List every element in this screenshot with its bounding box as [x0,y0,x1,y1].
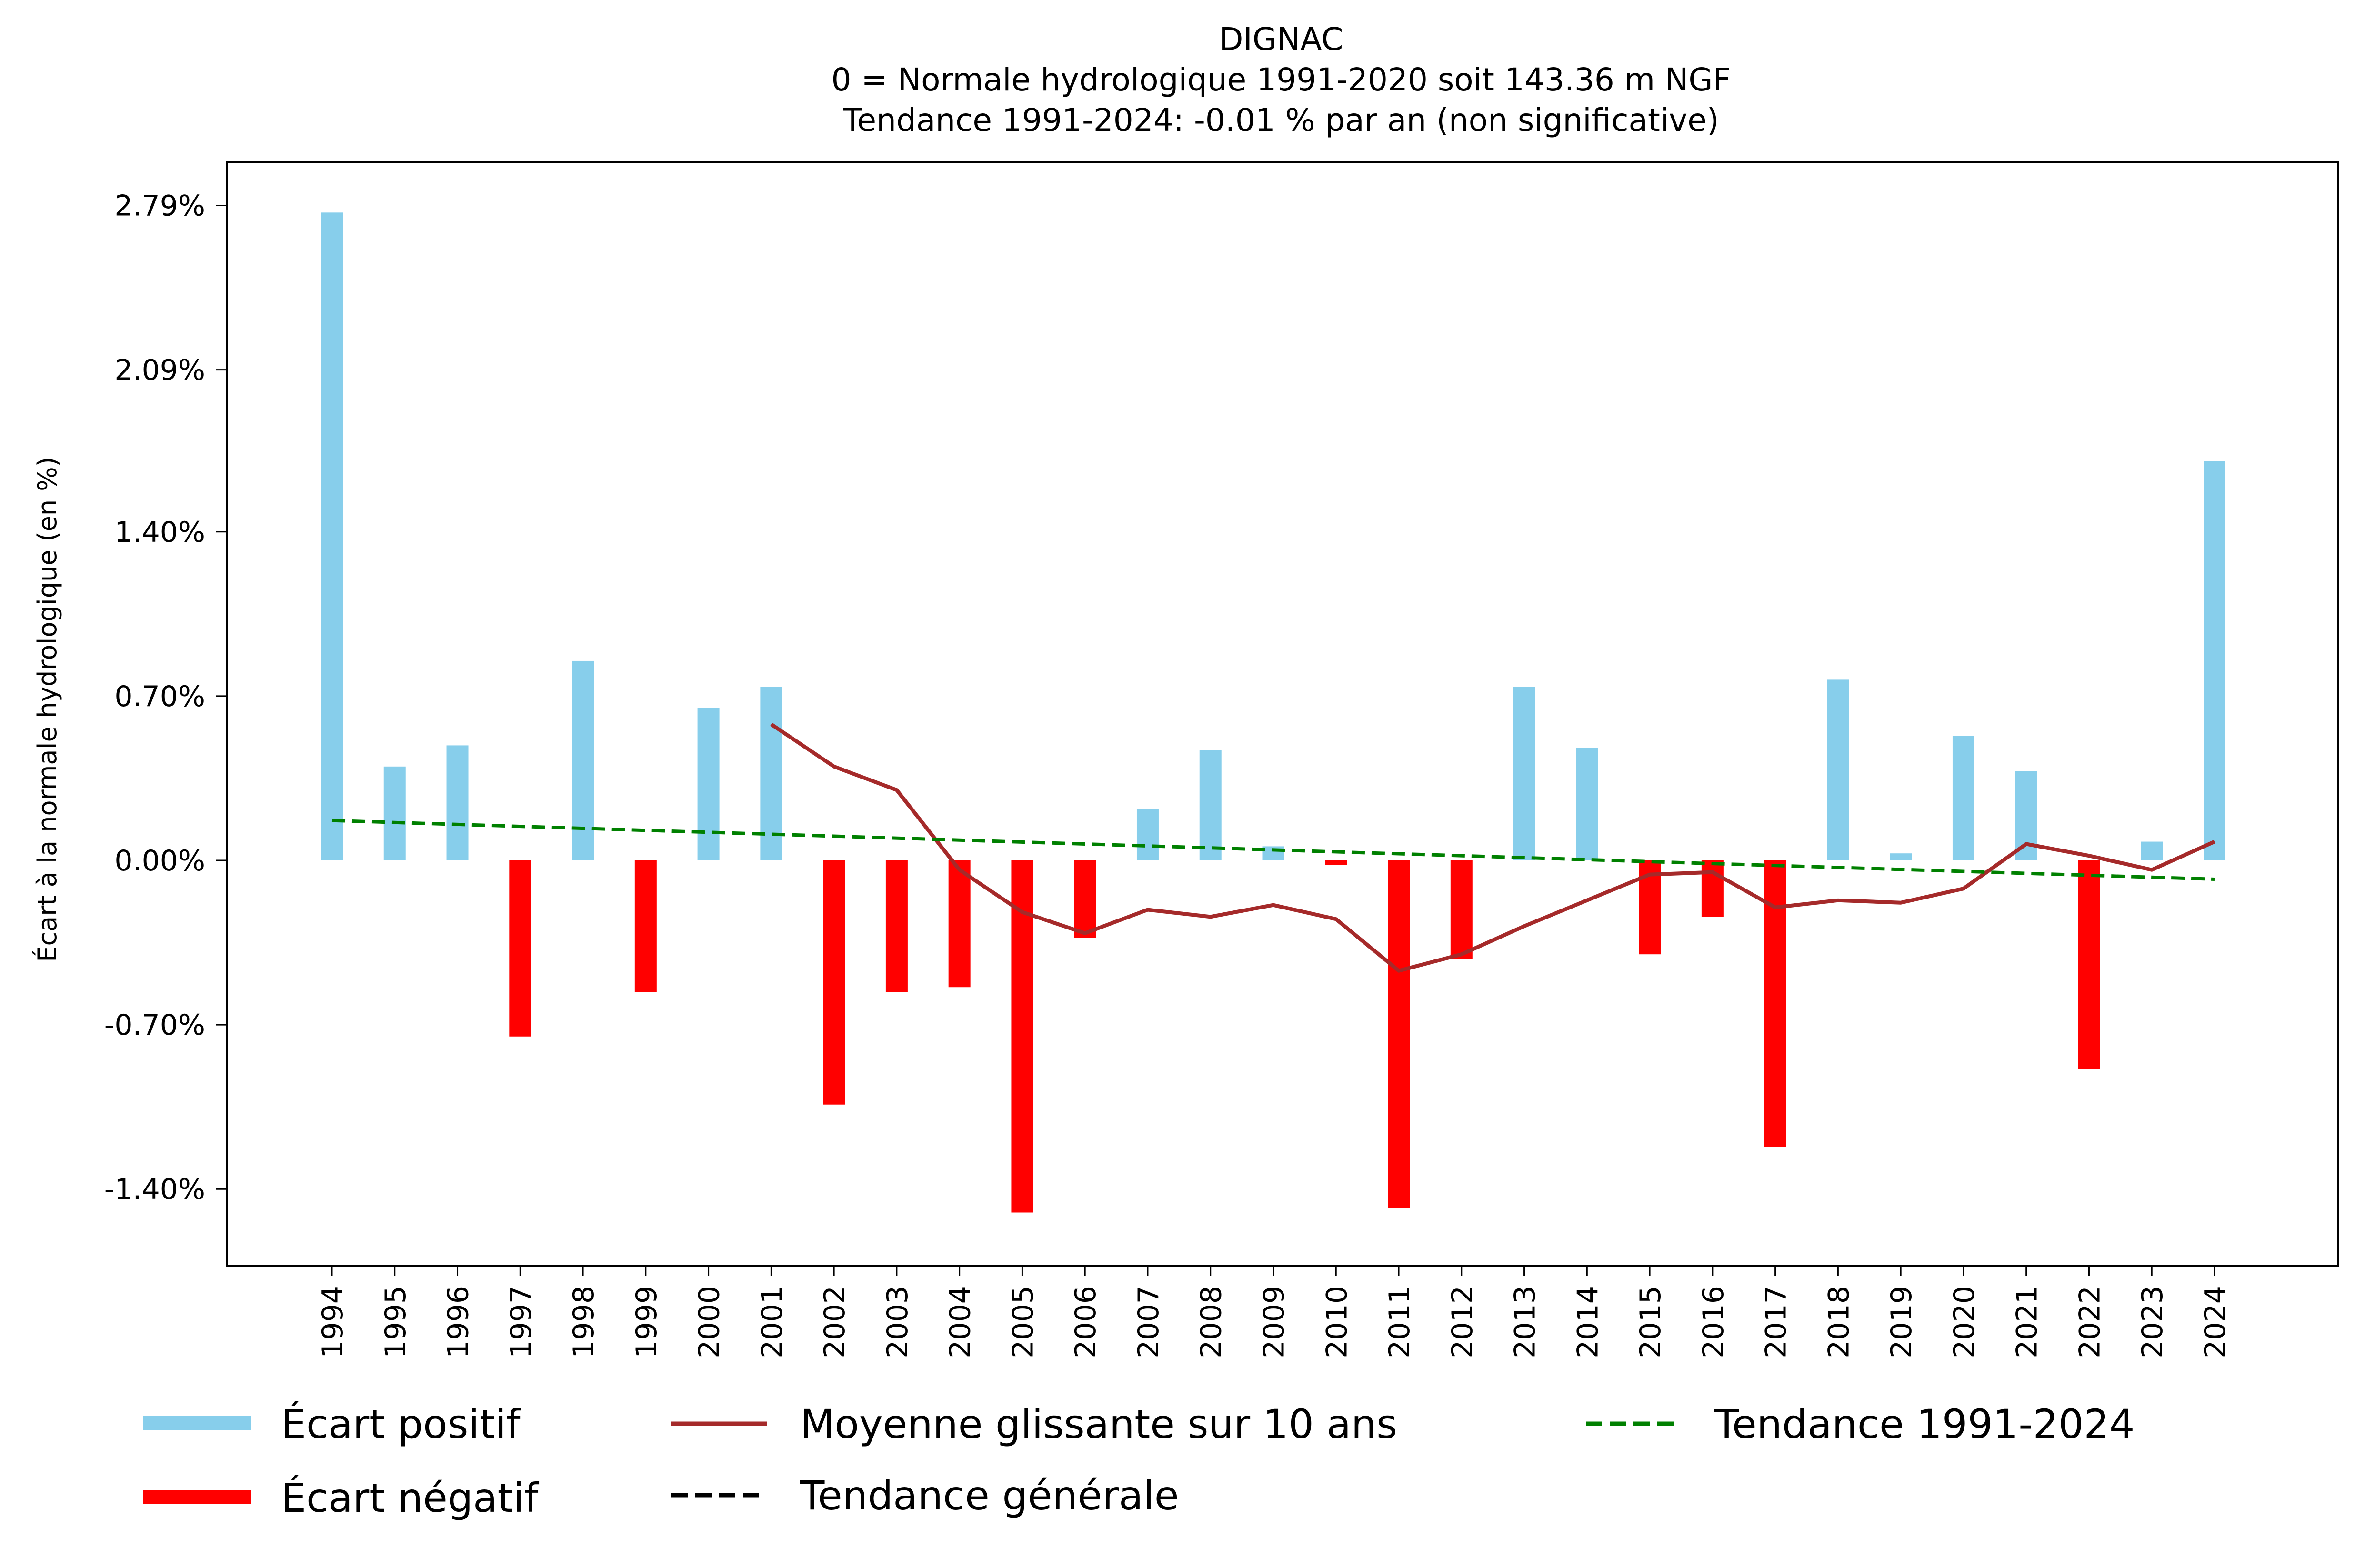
y-tick-label: 2.79% [114,190,205,223]
x-tick-label: 2023 [2136,1286,2169,1358]
y-tick-label: 0.70% [114,680,205,713]
x-tick-label: 2006 [1069,1286,1102,1358]
y-tick-label: 2.09% [114,354,205,387]
bar-positive [760,687,782,860]
y-tick-label: -1.40% [104,1173,205,1206]
x-tick-label: 2022 [2073,1286,2106,1358]
bar-negative [885,860,908,992]
x-tick-label: 1999 [630,1286,663,1358]
y-tick-label: 1.40% [114,516,205,549]
x-tick-label: 2020 [1948,1286,1981,1358]
x-tick-label: 2010 [1320,1286,1353,1358]
bar-negative [1450,860,1473,959]
bar-negative [2078,860,2100,1069]
legend-swatch [143,1490,251,1504]
plot-frame [226,161,2339,1267]
x-tick-label: 1994 [316,1286,350,1358]
y-axis: -1.40% -0.70% 0.00% 0.70% 1.40% 2.09% 2.79% [104,190,227,1206]
y-tick-label: -0.70% [104,1009,205,1042]
bar-negative [948,860,971,988]
legend-swatch [143,1416,251,1430]
y-tick-label: 0.00% [114,844,205,878]
bar-negative [1701,860,1724,917]
bar-positive [383,766,406,860]
bars [321,212,2225,1213]
y-axis-label: Écart à la normale hydrologique (en %) [32,457,62,962]
bar-positive [572,660,594,860]
x-tick-label: 2009 [1258,1286,1291,1358]
x-axis: 1994 1995 1996 1997 1998 1999 2000 2001 2002 2003… [316,1266,2232,1358]
x-tick-label: 1997 [504,1286,538,1358]
bar-negative [1011,860,1033,1213]
bar-positive [2141,841,2163,860]
legend-label: Écart négatif [281,1475,540,1521]
series-lines [331,722,2215,973]
x-tick-label: 2013 [1509,1286,1542,1358]
x-tick-label: 2016 [1697,1286,1730,1358]
legend-label: Tendance 1991-2024 [1714,1401,2135,1448]
bar-positive [446,745,469,860]
x-tick-label: 2018 [1822,1286,1855,1358]
x-tick-label: 1996 [442,1286,475,1358]
x-tick-label: 2007 [1132,1286,1165,1358]
x-tick-label: 2003 [881,1286,914,1358]
chart-trend-subtitle: Tendance 1991-2024: -0.01 % par an (non … [842,102,1719,139]
bar-positive [697,708,720,860]
bar-negative [823,860,845,1105]
chart-subtitle: 0 = Normale hydrologique 1991-2020 soit … [831,61,1731,98]
x-tick-label: 2005 [1006,1286,1040,1358]
bar-negative [1388,860,1410,1208]
bar-negative [509,860,531,1037]
bar-positive [1890,853,1912,860]
x-tick-label: 2017 [1760,1286,1793,1358]
x-tick-label: 1995 [379,1286,412,1358]
bar-positive [1576,748,1598,860]
x-tick-label: 2011 [1383,1286,1416,1358]
legend-label: Moyenne glissante sur 10 ans [800,1401,1397,1448]
bar-negative [1074,860,1096,938]
x-tick-label: 2002 [818,1286,852,1358]
x-tick-label: 2001 [755,1286,789,1358]
x-tick-label: 2000 [693,1286,726,1358]
x-tick-label: 2012 [1446,1286,1479,1358]
x-tick-label: 2014 [1571,1286,1604,1358]
legend-label: Écart positif [281,1401,521,1448]
x-tick-label: 2019 [1885,1286,1918,1358]
x-tick-label: 2021 [2011,1286,2044,1358]
bar-positive [1513,687,1535,860]
bar-negative [634,860,657,992]
bar-positive [1199,750,1222,860]
x-tick-label: 1998 [567,1286,601,1358]
x-tick-label: 2024 [2199,1286,2232,1358]
legend-label: Tendance générale [800,1472,1179,1519]
bar-positive [1136,809,1159,860]
legend: Écart positif Écart négatif Moyenne glissa… [143,1401,2135,1521]
bar-positive [321,212,343,860]
bar-negative [1325,860,1347,865]
bar-positive [1952,736,1974,860]
moving-average-line [770,722,2215,973]
x-tick-label: 2008 [1195,1286,1228,1358]
x-tick-label: 2004 [944,1286,977,1358]
trend-line [331,819,2215,881]
bar-positive [2204,461,2225,860]
bar-positive [1827,679,1849,860]
x-tick-label: 2015 [1634,1286,1667,1358]
chart-title: DIGNAC [1219,21,1343,58]
